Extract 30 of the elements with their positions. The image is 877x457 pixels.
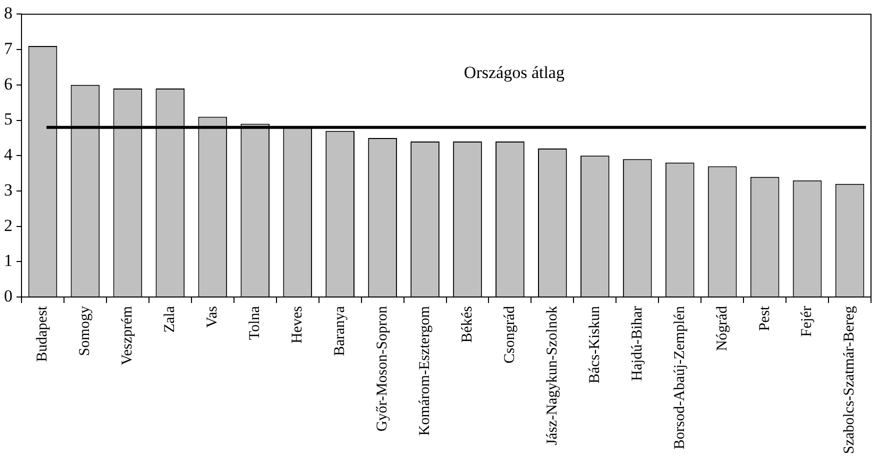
y-tick-label: 4 [4, 145, 13, 164]
y-tick-label: 8 [4, 4, 12, 23]
x-tick-label: Komárom-Esztergom [416, 306, 433, 436]
x-tick-label: Borsod-Abaúj-Zemplén [672, 306, 688, 450]
x-tick-label: Fejér [799, 306, 816, 337]
x-tick-label: Budapest [34, 305, 51, 362]
x-tick-label: Győr-Moson-Sopron [374, 306, 390, 432]
y-tick-label: 1 [4, 251, 12, 270]
x-tick-label: Veszprém [120, 306, 136, 366]
x-tick-label: Nógrád [714, 306, 730, 352]
x-tick-label: Bács-Kiskun [586, 306, 603, 384]
y-tick-label: 3 [4, 180, 12, 200]
y-tick-label: 2 [4, 216, 12, 235]
x-tick-label: Heves [290, 306, 306, 344]
x-tick-label: Pest [756, 305, 773, 332]
y-tick-label: 6 [4, 74, 12, 94]
x-tick-label: Tolna [247, 306, 264, 340]
y-tick-label: 7 [4, 39, 13, 58]
ref-line-label: Országos átlag [464, 62, 565, 82]
x-tick-label: Baranya [332, 306, 348, 356]
x-tick-label: Szabolcs-Szatmár-Bereg [842, 306, 858, 454]
x-tick-label: Vas [204, 306, 221, 328]
y-tick-label: 5 [4, 110, 12, 129]
x-tick-label: Hajdú-Bihar [629, 306, 646, 382]
x-tick-label: Somogy [77, 306, 94, 356]
y-tick-label: 0 [4, 286, 12, 306]
x-tick-label: Zala [162, 306, 178, 333]
x-tick-label: Békés [459, 306, 476, 343]
x-tick-label: Csongrád [502, 306, 518, 364]
x-tick-label: Jász-Nagykun-Szolnok [544, 306, 560, 446]
